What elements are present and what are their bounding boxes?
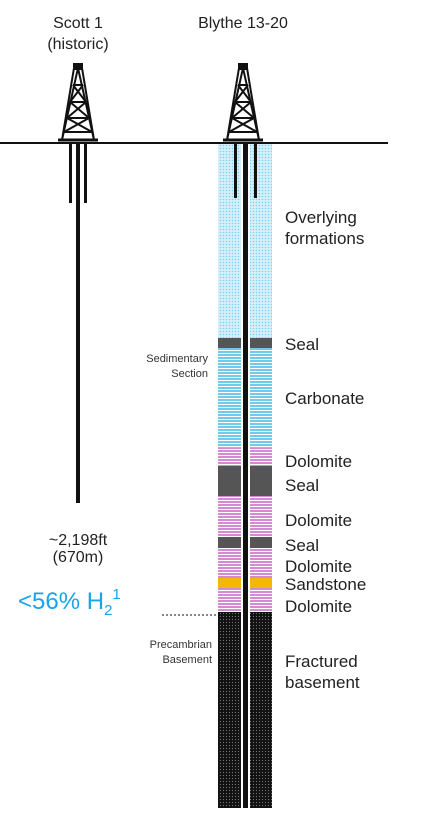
formation-label: Seal — [285, 536, 319, 555]
formation-label: Fractured — [285, 652, 358, 671]
scott-well — [69, 143, 87, 503]
formation-label: Seal — [285, 476, 319, 495]
formation-label: Dolomite — [285, 597, 352, 616]
depth-label: ~2,198ft — [49, 532, 108, 549]
formation-label: Sandstone — [285, 575, 366, 594]
formation-label: Carbonate — [285, 389, 364, 408]
derrick — [56, 62, 100, 142]
strata-column — [218, 143, 272, 808]
section-label: Sedimentary — [146, 353, 208, 365]
formation-label: Dolomite — [285, 511, 352, 530]
hydrogen-callout: <56% H21 — [18, 586, 121, 619]
section-label: Section — [171, 368, 208, 380]
callout-subscript: 2 — [104, 602, 112, 619]
well-label: Scott 1 — [53, 15, 103, 32]
formation-labels: Overlying formations Seal Carbonate Dolomite… — [285, 208, 366, 692]
formation-label: Dolomite — [285, 557, 352, 576]
formation-label: Seal — [285, 335, 319, 354]
callout-superscript: 1 — [112, 586, 120, 603]
formation-label: formations — [285, 229, 364, 248]
well-label: Blythe 13-20 — [198, 15, 288, 32]
derrick — [221, 62, 265, 142]
formation-label: Overlying — [285, 208, 357, 227]
callout-text: <56% H — [18, 588, 104, 615]
formation-label: Dolomite — [285, 452, 352, 471]
section-label: Basement — [162, 654, 212, 666]
section-label: Precambrian — [150, 639, 212, 651]
well-sublabel: (historic) — [47, 36, 108, 53]
depth-label: (670m) — [53, 549, 104, 566]
formation-label: basement — [285, 673, 360, 692]
